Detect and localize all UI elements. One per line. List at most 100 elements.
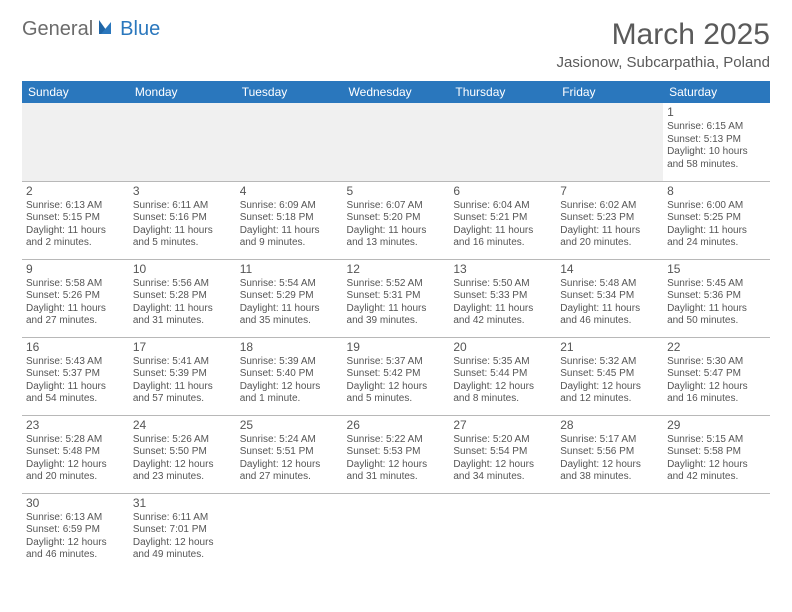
daylight-text: Daylight: 11 hours and 35 minutes. <box>240 303 339 328</box>
daylight-text: Daylight: 12 hours and 5 minutes. <box>347 381 446 406</box>
sunrise-text: Sunrise: 5:58 AM <box>26 278 125 291</box>
daylight-text: Daylight: 12 hours and 12 minutes. <box>560 381 659 406</box>
sunrise-text: Sunrise: 5:22 AM <box>347 434 446 447</box>
calendar-cell <box>449 103 556 181</box>
calendar-cell: 16Sunrise: 5:43 AMSunset: 5:37 PMDayligh… <box>22 337 129 415</box>
sunset-text: Sunset: 5:23 PM <box>560 212 659 225</box>
daylight-text: Daylight: 11 hours and 50 minutes. <box>667 303 766 328</box>
calendar-cell <box>236 493 343 571</box>
sunset-text: Sunset: 5:53 PM <box>347 446 446 459</box>
sunset-text: Sunset: 5:28 PM <box>133 290 232 303</box>
calendar-cell: 6Sunrise: 6:04 AMSunset: 5:21 PMDaylight… <box>449 181 556 259</box>
day-number: 12 <box>347 262 446 277</box>
calendar-cell: 29Sunrise: 5:15 AMSunset: 5:58 PMDayligh… <box>663 415 770 493</box>
weekday-header: Tuesday <box>236 81 343 103</box>
calendar-cell: 21Sunrise: 5:32 AMSunset: 5:45 PMDayligh… <box>556 337 663 415</box>
sunset-text: Sunset: 5:29 PM <box>240 290 339 303</box>
daylight-text: Daylight: 12 hours and 23 minutes. <box>133 459 232 484</box>
sunrise-text: Sunrise: 6:15 AM <box>667 121 766 134</box>
sunrise-text: Sunrise: 5:50 AM <box>453 278 552 291</box>
sunset-text: Sunset: 5:13 PM <box>667 134 766 147</box>
daylight-text: Daylight: 12 hours and 42 minutes. <box>667 459 766 484</box>
calendar-cell: 31Sunrise: 6:11 AMSunset: 7:01 PMDayligh… <box>129 493 236 571</box>
sunrise-text: Sunrise: 5:45 AM <box>667 278 766 291</box>
calendar-cell: 17Sunrise: 5:41 AMSunset: 5:39 PMDayligh… <box>129 337 236 415</box>
sunset-text: Sunset: 5:50 PM <box>133 446 232 459</box>
calendar-cell: 3Sunrise: 6:11 AMSunset: 5:16 PMDaylight… <box>129 181 236 259</box>
day-number: 13 <box>453 262 552 277</box>
sunset-text: Sunset: 5:39 PM <box>133 368 232 381</box>
day-number: 22 <box>667 340 766 355</box>
day-number: 25 <box>240 418 339 433</box>
weekday-header: Thursday <box>449 81 556 103</box>
day-number: 15 <box>667 262 766 277</box>
sunrise-text: Sunrise: 6:13 AM <box>26 200 125 213</box>
sunset-text: Sunset: 5:58 PM <box>667 446 766 459</box>
weekday-header: Wednesday <box>343 81 450 103</box>
daylight-text: Daylight: 11 hours and 16 minutes. <box>453 225 552 250</box>
day-number: 9 <box>26 262 125 277</box>
calendar-cell: 5Sunrise: 6:07 AMSunset: 5:20 PMDaylight… <box>343 181 450 259</box>
weekday-header: Sunday <box>22 81 129 103</box>
daylight-text: Daylight: 12 hours and 16 minutes. <box>667 381 766 406</box>
sunset-text: Sunset: 5:44 PM <box>453 368 552 381</box>
day-number: 21 <box>560 340 659 355</box>
calendar-cell: 9Sunrise: 5:58 AMSunset: 5:26 PMDaylight… <box>22 259 129 337</box>
sunset-text: Sunset: 5:56 PM <box>560 446 659 459</box>
sunset-text: Sunset: 5:54 PM <box>453 446 552 459</box>
day-number: 27 <box>453 418 552 433</box>
daylight-text: Daylight: 12 hours and 38 minutes. <box>560 459 659 484</box>
sunrise-text: Sunrise: 6:13 AM <box>26 512 125 525</box>
sunrise-text: Sunrise: 5:20 AM <box>453 434 552 447</box>
sunset-text: Sunset: 5:25 PM <box>667 212 766 225</box>
calendar-cell: 1Sunrise: 6:15 AMSunset: 5:13 PMDaylight… <box>663 103 770 181</box>
daylight-text: Daylight: 12 hours and 1 minute. <box>240 381 339 406</box>
sunrise-text: Sunrise: 6:07 AM <box>347 200 446 213</box>
daylight-text: Daylight: 11 hours and 9 minutes. <box>240 225 339 250</box>
sunrise-text: Sunrise: 5:48 AM <box>560 278 659 291</box>
calendar-cell: 22Sunrise: 5:30 AMSunset: 5:47 PMDayligh… <box>663 337 770 415</box>
calendar-cell: 18Sunrise: 5:39 AMSunset: 5:40 PMDayligh… <box>236 337 343 415</box>
logo: General Blue <box>22 18 160 41</box>
calendar-cell: 2Sunrise: 6:13 AMSunset: 5:15 PMDaylight… <box>22 181 129 259</box>
day-number: 6 <box>453 184 552 199</box>
daylight-text: Daylight: 12 hours and 49 minutes. <box>133 537 232 562</box>
day-number: 8 <box>667 184 766 199</box>
calendar-cell: 14Sunrise: 5:48 AMSunset: 5:34 PMDayligh… <box>556 259 663 337</box>
calendar-cell: 23Sunrise: 5:28 AMSunset: 5:48 PMDayligh… <box>22 415 129 493</box>
calendar-cell: 8Sunrise: 6:00 AMSunset: 5:25 PMDaylight… <box>663 181 770 259</box>
calendar-cell: 15Sunrise: 5:45 AMSunset: 5:36 PMDayligh… <box>663 259 770 337</box>
sunset-text: Sunset: 5:40 PM <box>240 368 339 381</box>
sunset-text: Sunset: 5:21 PM <box>453 212 552 225</box>
sunset-text: Sunset: 5:51 PM <box>240 446 339 459</box>
calendar-cell: 27Sunrise: 5:20 AMSunset: 5:54 PMDayligh… <box>449 415 556 493</box>
calendar-cell <box>449 493 556 571</box>
sunset-text: Sunset: 5:31 PM <box>347 290 446 303</box>
daylight-text: Daylight: 11 hours and 27 minutes. <box>26 303 125 328</box>
calendar-cell <box>343 493 450 571</box>
calendar-body: 1Sunrise: 6:15 AMSunset: 5:13 PM Daylight… <box>22 103 770 571</box>
daylight-text: Daylight: 12 hours and 46 minutes. <box>26 537 125 562</box>
day-number: 28 <box>560 418 659 433</box>
calendar-cell <box>556 103 663 181</box>
calendar-cell <box>236 103 343 181</box>
day-number: 23 <box>26 418 125 433</box>
day-number: 24 <box>133 418 232 433</box>
calendar-cell: 7Sunrise: 6:02 AMSunset: 5:23 PMDaylight… <box>556 181 663 259</box>
calendar-cell <box>556 493 663 571</box>
logo-sail-icon <box>97 18 117 41</box>
day-number: 19 <box>347 340 446 355</box>
sunset-text: Sunset: 5:26 PM <box>26 290 125 303</box>
calendar-cell: 19Sunrise: 5:37 AMSunset: 5:42 PMDayligh… <box>343 337 450 415</box>
calendar-table: SundayMondayTuesdayWednesdayThursdayFrid… <box>22 81 770 571</box>
daylight-text: Daylight: 11 hours and 39 minutes. <box>347 303 446 328</box>
sunrise-text: Sunrise: 6:11 AM <box>133 512 232 525</box>
header: General Blue March 2025 Jasionow, Subcar… <box>22 18 770 71</box>
calendar-cell: 4Sunrise: 6:09 AMSunset: 5:18 PMDaylight… <box>236 181 343 259</box>
sunrise-text: Sunrise: 6:11 AM <box>133 200 232 213</box>
daylight-text: Daylight: 11 hours and 24 minutes. <box>667 225 766 250</box>
sunrise-text: Sunrise: 5:56 AM <box>133 278 232 291</box>
calendar-cell: 28Sunrise: 5:17 AMSunset: 5:56 PMDayligh… <box>556 415 663 493</box>
daylight-text: Daylight: 11 hours and 42 minutes. <box>453 303 552 328</box>
day-number: 1 <box>667 105 766 120</box>
